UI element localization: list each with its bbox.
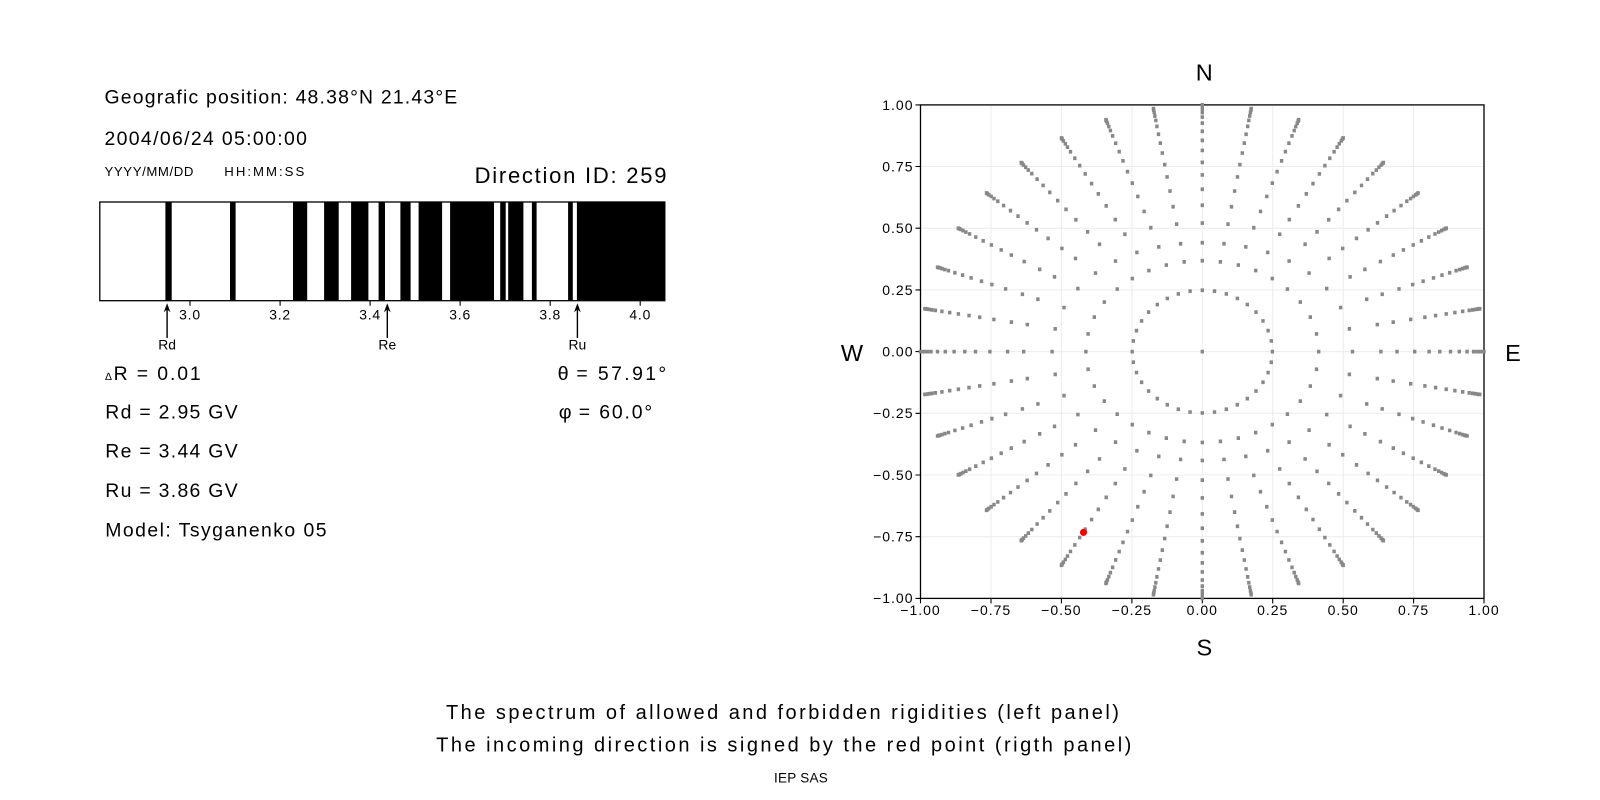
svg-text:0.25: 0.25 bbox=[882, 282, 913, 298]
svg-text:S: S bbox=[1196, 635, 1212, 661]
svg-text:YYYY/MM/DD: YYYY/MM/DD bbox=[105, 164, 195, 179]
svg-text:∆R = 0.01: ∆R = 0.01 bbox=[105, 363, 202, 385]
svg-text:0.75: 0.75 bbox=[882, 158, 913, 174]
svg-text:Rd = 2.95 GV: Rd = 2.95 GV bbox=[105, 401, 239, 423]
svg-text:N: N bbox=[1196, 59, 1213, 85]
svg-text:IEP SAS: IEP SAS bbox=[774, 771, 828, 786]
svg-text:0.25: 0.25 bbox=[1257, 602, 1288, 618]
svg-text:−0.50: −0.50 bbox=[873, 467, 913, 483]
svg-text:3.0: 3.0 bbox=[179, 306, 201, 322]
svg-text:3.2: 3.2 bbox=[269, 306, 291, 322]
svg-text:3.8: 3.8 bbox=[539, 306, 561, 322]
svg-text:Model: Tsyganenko 05: Model: Tsyganenko 05 bbox=[105, 520, 328, 542]
svg-text:−1.00: −1.00 bbox=[873, 590, 913, 606]
svg-text:Re = 3.44 GV: Re = 3.44 GV bbox=[105, 441, 239, 463]
svg-text:3.4: 3.4 bbox=[359, 306, 381, 322]
svg-text:2004/06/24 05:00:00: 2004/06/24 05:00:00 bbox=[105, 128, 309, 150]
svg-text:−0.75: −0.75 bbox=[873, 529, 913, 545]
svg-text:1.00: 1.00 bbox=[882, 97, 913, 113]
svg-text:0.75: 0.75 bbox=[1398, 602, 1429, 618]
svg-text:3.6: 3.6 bbox=[449, 306, 471, 322]
svg-text:W: W bbox=[841, 340, 864, 366]
svg-text:The incoming direction is sign: The incoming direction is signed by the … bbox=[436, 735, 1134, 757]
svg-text:E: E bbox=[1505, 340, 1521, 366]
svg-text:0.50: 0.50 bbox=[882, 220, 913, 236]
svg-text:4.0: 4.0 bbox=[629, 306, 651, 322]
svg-text:The spectrum of allowed and fo: The spectrum of allowed and forbidden ri… bbox=[446, 702, 1121, 724]
svg-text:Re: Re bbox=[378, 337, 396, 353]
svg-text:Ru: Ru bbox=[569, 337, 587, 353]
svg-text:−0.25: −0.25 bbox=[1112, 602, 1152, 618]
svg-text:Geografic position: 48.38°N 21: Geografic position: 48.38°N 21.43°E bbox=[105, 87, 459, 109]
svg-text:−0.75: −0.75 bbox=[971, 602, 1011, 618]
svg-text:0.50: 0.50 bbox=[1328, 602, 1359, 618]
svg-text:Ru = 3.86 GV: Ru = 3.86 GV bbox=[105, 480, 239, 502]
svg-text:Direction ID: 259: Direction ID: 259 bbox=[475, 163, 669, 188]
svg-text:θ = 57.91°: θ = 57.91° bbox=[558, 363, 669, 385]
svg-text:HH:MM:SS: HH:MM:SS bbox=[224, 164, 306, 179]
svg-text:−0.25: −0.25 bbox=[873, 405, 913, 421]
svg-text:0.00: 0.00 bbox=[1187, 602, 1218, 618]
svg-text:1.00: 1.00 bbox=[1468, 602, 1499, 618]
svg-text:−1.00: −1.00 bbox=[900, 602, 940, 618]
svg-text:Rd: Rd bbox=[158, 337, 176, 353]
svg-text:φ = 60.0°: φ = 60.0° bbox=[559, 401, 654, 423]
svg-text:0.00: 0.00 bbox=[882, 344, 913, 360]
svg-text:−0.50: −0.50 bbox=[1041, 602, 1081, 618]
